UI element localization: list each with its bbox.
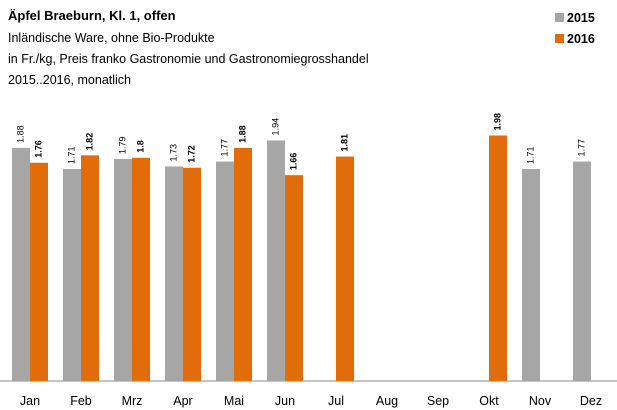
x-tick-label: Okt [479, 394, 499, 408]
bar [216, 161, 234, 381]
legend-label: 2015 [567, 11, 595, 25]
data-label: 1.72 [186, 145, 196, 163]
bar [285, 175, 303, 381]
data-label: 1.82 [84, 133, 94, 151]
x-tick-label: Sep [427, 394, 449, 408]
bar [183, 167, 201, 381]
data-label: 1.8 [135, 140, 145, 153]
bar [165, 166, 183, 381]
x-tick-label: Jan [20, 394, 40, 408]
bar [132, 157, 150, 381]
x-tick-label: Jul [328, 394, 344, 408]
bar [12, 147, 30, 381]
legend-label: 2016 [567, 32, 595, 46]
subtitle: 2015..2016, monatlich [8, 73, 131, 87]
bar [489, 135, 507, 381]
x-tick-label: Dez [580, 394, 602, 408]
data-label: 1.71 [525, 146, 535, 164]
data-label: 1.81 [339, 134, 349, 152]
x-tick-label: Apr [173, 394, 192, 408]
bar [522, 168, 540, 381]
bar [267, 140, 285, 381]
x-tick-label: Aug [376, 394, 398, 408]
chart-title: Äpfel Braeburn, Kl. 1, offen [8, 8, 176, 23]
legend-swatch [555, 13, 564, 22]
subtitle: in Fr./kg, Preis franko Gastronomie und … [8, 52, 369, 66]
legend-swatch [555, 34, 564, 43]
bar [234, 147, 252, 381]
bar [30, 162, 48, 381]
data-label: 1.76 [33, 140, 43, 158]
data-label: 1.77 [576, 139, 586, 157]
subtitle: Inländische Ware, ohne Bio-Produkte [8, 31, 215, 45]
bar [573, 161, 591, 381]
data-label: 1.94 [270, 118, 280, 136]
data-label: 1.77 [219, 139, 229, 157]
bar [336, 156, 354, 381]
x-tick-label: Mai [224, 394, 244, 408]
data-label: 1.88 [237, 125, 247, 143]
x-tick-label: Nov [529, 394, 552, 408]
x-tick-label: Mrz [122, 394, 143, 408]
x-tick-label: Jun [275, 394, 295, 408]
data-label: 1.66 [288, 153, 298, 171]
data-label: 1.71 [66, 146, 76, 164]
bar [114, 159, 132, 381]
x-tick-label: Feb [70, 394, 92, 408]
data-label: 1.79 [117, 137, 127, 155]
data-label: 1.98 [492, 113, 502, 131]
data-label: 1.73 [168, 144, 178, 162]
data-label: 1.88 [15, 125, 25, 143]
bar [81, 155, 99, 381]
bar [63, 168, 81, 381]
